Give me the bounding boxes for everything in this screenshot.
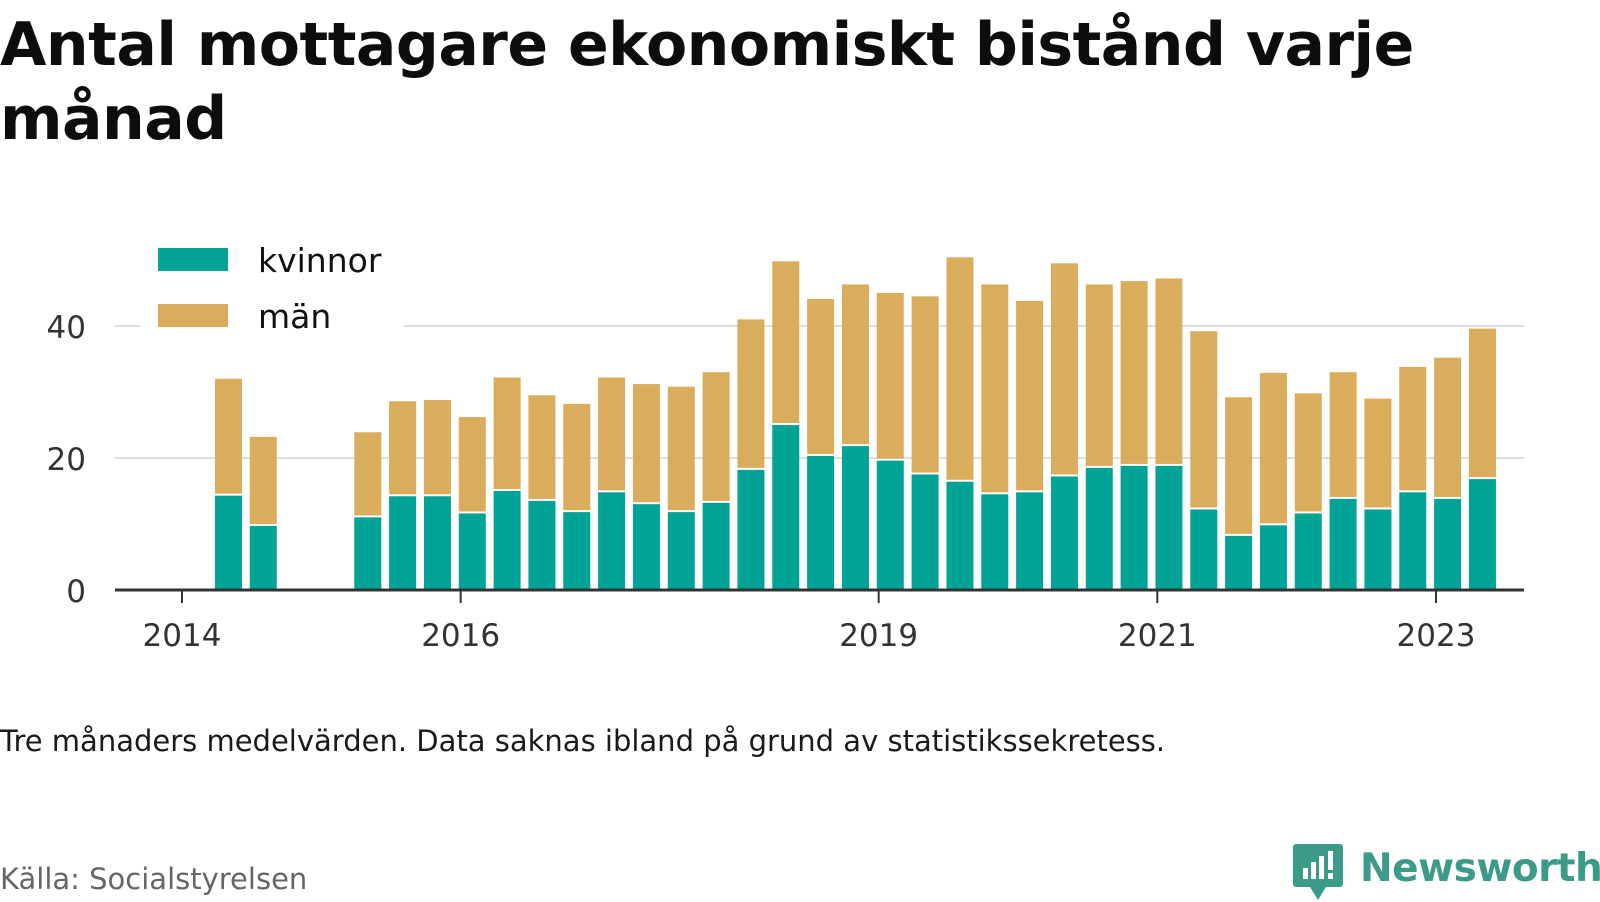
bar-kvinnor: [632, 504, 660, 590]
bar-man: [1120, 281, 1148, 464]
bar-kvinnor: [667, 512, 695, 590]
legend: kvinnor män: [140, 232, 404, 340]
bar-man: [1225, 397, 1253, 534]
bar-kvinnor: [1225, 535, 1253, 590]
bar-man: [667, 386, 695, 511]
x-tick-label: 2023: [1397, 618, 1476, 654]
bar-kvinnor: [911, 474, 939, 590]
legend-swatch-man: [158, 304, 228, 327]
bar-kvinnor: [563, 512, 591, 590]
legend-swatch-kvinnor: [158, 248, 228, 271]
bar-man: [528, 395, 556, 499]
bar-kvinnor: [1259, 525, 1287, 590]
bar-man: [911, 296, 939, 473]
bar-kvinnor: [1190, 509, 1218, 590]
bar-kvinnor: [841, 446, 869, 590]
bar-kvinnor: [1399, 492, 1427, 590]
x-tick-label: 2014: [143, 618, 222, 654]
bar-kvinnor: [737, 469, 765, 590]
bar-kvinnor: [981, 494, 1009, 590]
bar-man: [458, 417, 486, 512]
bar-kvinnor: [807, 456, 835, 590]
bar-man: [1468, 328, 1496, 478]
bar-man: [1050, 263, 1078, 475]
bar-kvinnor: [702, 502, 730, 590]
bar-man: [981, 284, 1009, 493]
bar-man: [946, 257, 974, 480]
bar-man: [876, 293, 904, 459]
bar-kvinnor: [1434, 498, 1462, 590]
bar-kvinnor: [1155, 465, 1183, 590]
bar-man: [1155, 278, 1183, 464]
bar-man: [598, 377, 626, 491]
bar-kvinnor: [598, 492, 626, 590]
y-tick-label: 0: [66, 574, 86, 610]
bar-man: [632, 384, 660, 503]
axes: 0 20 40 2014 2016 2019 2021 2023: [47, 310, 1524, 654]
bar-kvinnor: [876, 460, 904, 590]
brand-name: Newsworthy: [1360, 846, 1600, 891]
bar-man: [389, 401, 417, 495]
source-label: Källa: Socialstyrelsen: [0, 862, 308, 896]
bar-kvinnor: [458, 513, 486, 590]
bar-man: [807, 298, 835, 455]
bar-kvinnor: [772, 425, 800, 590]
newsworthy-logo[interactable]: Newsworthy: [1292, 842, 1600, 900]
bar-man: [1294, 393, 1322, 512]
bar-man: [1259, 372, 1287, 524]
bar-man: [354, 432, 382, 516]
bar-man: [214, 378, 242, 494]
bar-kvinnor: [1294, 513, 1322, 590]
bar-man: [702, 372, 730, 501]
bar-kvinnor: [946, 481, 974, 590]
bar-man: [1364, 398, 1392, 508]
bars: [214, 257, 1496, 590]
bar-kvinnor: [214, 495, 242, 590]
bar-man: [1399, 366, 1427, 491]
bar-kvinnor: [354, 517, 382, 590]
bar-kvinnor: [493, 491, 521, 590]
chart-note: Tre månaders medelvärden. Data saknas ib…: [0, 724, 1166, 758]
bar-man: [772, 261, 800, 423]
legend-label: kvinnor: [258, 241, 382, 280]
bar-kvinnor: [1050, 476, 1078, 590]
bar-kvinnor: [1016, 492, 1044, 590]
bar-man: [1434, 357, 1462, 497]
bar-kvinnor: [1468, 479, 1496, 590]
bar-kvinnor: [1120, 465, 1148, 590]
bar-man: [423, 399, 451, 495]
bar-man: [249, 436, 277, 524]
bar-kvinnor: [423, 496, 451, 590]
bar-kvinnor: [1329, 498, 1357, 590]
y-tick-label: 20: [47, 442, 86, 478]
bar-chart: 0 20 40 2014 2016 2019 2021 2023 kvinnor män: [46, 232, 1524, 654]
bar-kvinnor: [389, 496, 417, 590]
bar-kvinnor: [1085, 467, 1113, 590]
x-tick-label: 2016: [421, 618, 500, 654]
bar-man: [1329, 372, 1357, 497]
legend-label: män: [258, 297, 331, 336]
bar-man: [1085, 284, 1113, 466]
bar-man: [1190, 331, 1218, 508]
y-tick-label: 40: [47, 310, 86, 346]
bar-kvinnor: [1364, 509, 1392, 590]
x-tick-label: 2019: [839, 618, 918, 654]
chart-title: Antal mottagare ekonomiskt bistånd varje…: [0, 10, 1414, 154]
bar-man: [493, 377, 521, 489]
bar-kvinnor: [249, 525, 277, 590]
bar-man: [1016, 300, 1044, 491]
bar-man: [563, 403, 591, 511]
bar-man: [737, 319, 765, 468]
bar-man: [841, 284, 869, 445]
x-tick-label: 2021: [1118, 618, 1197, 654]
newsworthy-bar-chart-icon: [1293, 844, 1343, 900]
bar-kvinnor: [528, 500, 556, 590]
